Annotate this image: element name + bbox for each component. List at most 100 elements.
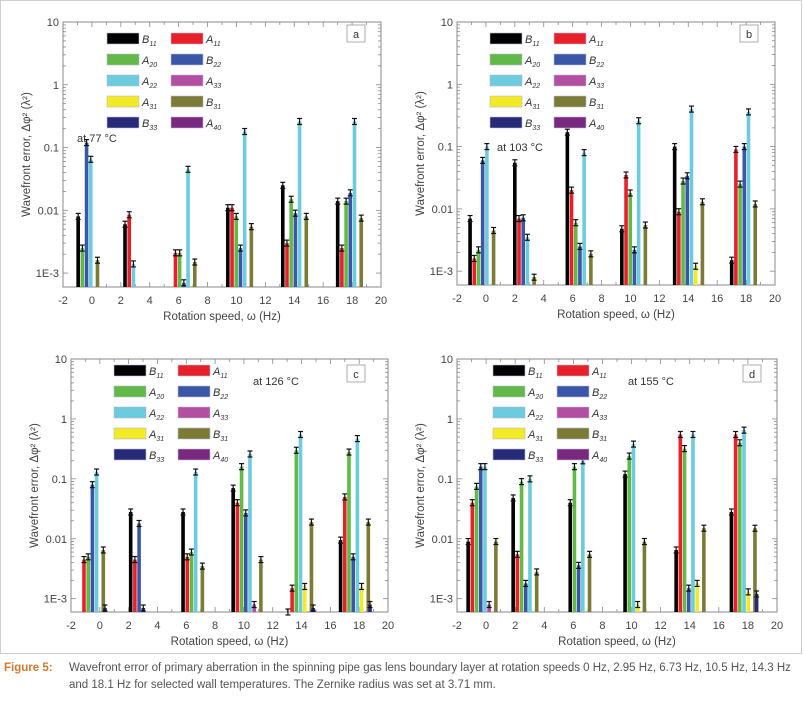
bar-A22 <box>193 472 198 612</box>
legend-label-B33: B33 <box>149 450 164 464</box>
bar-A11 <box>290 588 294 612</box>
bar-A20 <box>738 184 742 285</box>
x-tick-label: 8 <box>204 295 210 307</box>
legend-swatch-A11 <box>556 364 590 377</box>
x-tick-label: 2 <box>512 620 518 632</box>
bar-A22 <box>131 263 136 287</box>
legend-label-A31: A31 <box>141 97 157 111</box>
bar-A20 <box>572 466 577 612</box>
panel-letter-box <box>346 364 366 383</box>
x-tick-label: 18 <box>742 620 754 632</box>
x-tick-label: -2 <box>58 295 68 307</box>
legend-label-A22: A22 <box>527 408 543 422</box>
bar-B31 <box>702 528 706 612</box>
bar-B22 <box>523 583 528 612</box>
x-tick-label: 0 <box>483 620 489 632</box>
bar-B11 <box>231 488 235 612</box>
bar-B11 <box>280 185 285 287</box>
legend-label-B33: B33 <box>525 118 540 132</box>
bar-B22 <box>578 246 582 285</box>
x-tick-label: -2 <box>66 620 76 632</box>
legend-label-B11: B11 <box>525 34 540 48</box>
bar-B22 <box>521 217 526 285</box>
bar-A11 <box>472 258 477 285</box>
legend-label-B31: B31 <box>592 429 607 443</box>
x-tick-label: 18 <box>346 295 358 307</box>
legend-label-A20: A20 <box>141 55 157 69</box>
y-tick-label: 1E-3 <box>430 266 453 278</box>
bar-A22 <box>691 434 695 612</box>
bar-A31 <box>302 586 307 612</box>
bar-A11 <box>185 556 190 612</box>
bar-B11 <box>338 540 343 612</box>
bar-A11 <box>133 559 137 612</box>
bar-A20 <box>476 249 481 285</box>
bar-A20 <box>239 466 244 612</box>
bar-A22 <box>352 121 357 287</box>
legend-swatch-B31 <box>553 95 587 108</box>
bar-B31 <box>700 201 705 285</box>
bar-B11 <box>513 162 517 285</box>
bar-B31 <box>200 566 205 612</box>
legend-label-A31: A31 <box>524 97 540 111</box>
temperature-annotation: at 155 °C <box>628 376 674 388</box>
legend: B11 A11 A20 B22 A22 A33 A31 B31 B33 A40 <box>489 32 604 132</box>
bar-B11 <box>620 228 624 285</box>
bar-A22 <box>631 444 636 612</box>
bar-B11 <box>123 224 127 287</box>
bar-A20 <box>347 452 351 612</box>
bar-A20 <box>80 248 85 287</box>
x-tick-label: 14 <box>295 620 307 632</box>
y-tick-label: 1 <box>53 80 59 92</box>
legend-label-A11: A11 <box>212 366 228 380</box>
legend-swatch-A20 <box>113 385 147 398</box>
x-tick-label: 0 <box>89 295 95 307</box>
bar-B22 <box>137 523 141 612</box>
bar-A22 <box>355 438 360 612</box>
bar-B31 <box>643 225 648 285</box>
legend-label-A22: A22 <box>141 76 157 90</box>
legend-swatch-B33 <box>489 116 523 129</box>
x-tick-label: 16 <box>317 295 329 307</box>
legend-label-A20: A20 <box>524 55 540 69</box>
bar-A20 <box>628 192 633 285</box>
x-axis-label: Rotation speed, ω (Hz) <box>557 309 675 321</box>
bar-A31 <box>359 586 364 612</box>
panel-letter: b <box>746 29 752 41</box>
bar-A11 <box>678 434 683 612</box>
bar-A31 <box>695 583 699 612</box>
legend-swatch-B22 <box>556 385 590 398</box>
bar-A22 <box>297 121 302 287</box>
bar-B31 <box>101 549 106 612</box>
bar-B11 <box>674 549 678 612</box>
bar-A31 <box>746 591 751 612</box>
legend-swatch-B33 <box>492 448 526 461</box>
legend-swatch-B11 <box>106 32 140 45</box>
y-tick-label: 0.01 <box>46 534 67 546</box>
temperature-annotation: at 77 °C <box>77 133 117 145</box>
legend-label-A40: A40 <box>588 118 604 132</box>
legend-swatch-A11 <box>170 32 204 45</box>
bar-B11 <box>672 146 677 285</box>
bar-A31 <box>693 266 698 285</box>
y-axis-label: Wavefront error, Δφ² (λ²) <box>29 423 41 548</box>
x-tick-label: 10 <box>238 620 250 632</box>
bar-A11 <box>285 243 289 287</box>
bar-B22 <box>742 146 747 285</box>
legend-swatch-A33 <box>553 74 587 87</box>
bar-A20 <box>234 216 239 287</box>
bar-A22 <box>525 237 530 285</box>
temperature-annotation: at 126 °C <box>253 376 299 388</box>
legend-swatch-A33 <box>170 74 204 87</box>
legend-swatch-A31 <box>113 427 147 440</box>
bar-A22 <box>298 434 303 612</box>
legend-swatch-A40 <box>170 116 204 129</box>
legend-label-A40: A40 <box>212 450 228 464</box>
legend-label-B33: B33 <box>528 450 543 464</box>
bar-B22 <box>238 248 243 287</box>
legend-swatch-B33 <box>106 116 140 129</box>
caption-label: Figure 5: <box>4 662 53 674</box>
panel-letter-box <box>739 24 759 43</box>
bar-A20 <box>344 201 348 287</box>
